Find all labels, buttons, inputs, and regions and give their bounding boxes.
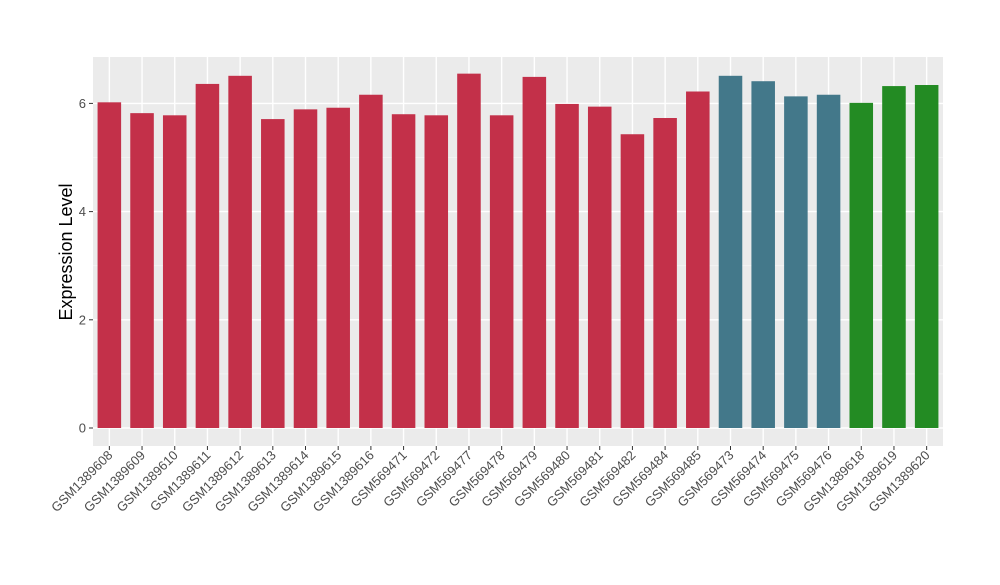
bar <box>293 109 318 428</box>
bar <box>97 102 122 429</box>
bar <box>653 118 677 429</box>
bar <box>751 81 775 429</box>
bar <box>555 103 579 428</box>
bar <box>686 91 710 429</box>
plot-panel <box>93 57 943 446</box>
bar <box>882 86 906 428</box>
bar <box>424 115 449 428</box>
bar <box>195 83 220 428</box>
y-tick-label: 4 <box>79 204 86 219</box>
bars <box>97 73 939 429</box>
bar <box>489 115 514 428</box>
bar <box>261 119 285 429</box>
bar <box>849 102 874 428</box>
bar <box>391 114 416 428</box>
y-tick-label: 0 <box>79 421 86 436</box>
bar <box>784 96 808 428</box>
bar <box>326 107 350 428</box>
bar <box>914 85 939 429</box>
y-axis-label: Expression Level <box>56 183 76 320</box>
bar <box>457 73 481 429</box>
bar <box>718 75 743 429</box>
y-tick-label: 6 <box>79 96 86 111</box>
bar <box>587 106 612 428</box>
y-tick-label: 2 <box>79 312 86 327</box>
bar <box>130 113 154 428</box>
bar <box>228 75 252 429</box>
bar <box>816 94 841 428</box>
bar <box>620 134 645 428</box>
bar <box>522 76 547 429</box>
bar <box>359 94 383 428</box>
bar <box>162 115 187 428</box>
